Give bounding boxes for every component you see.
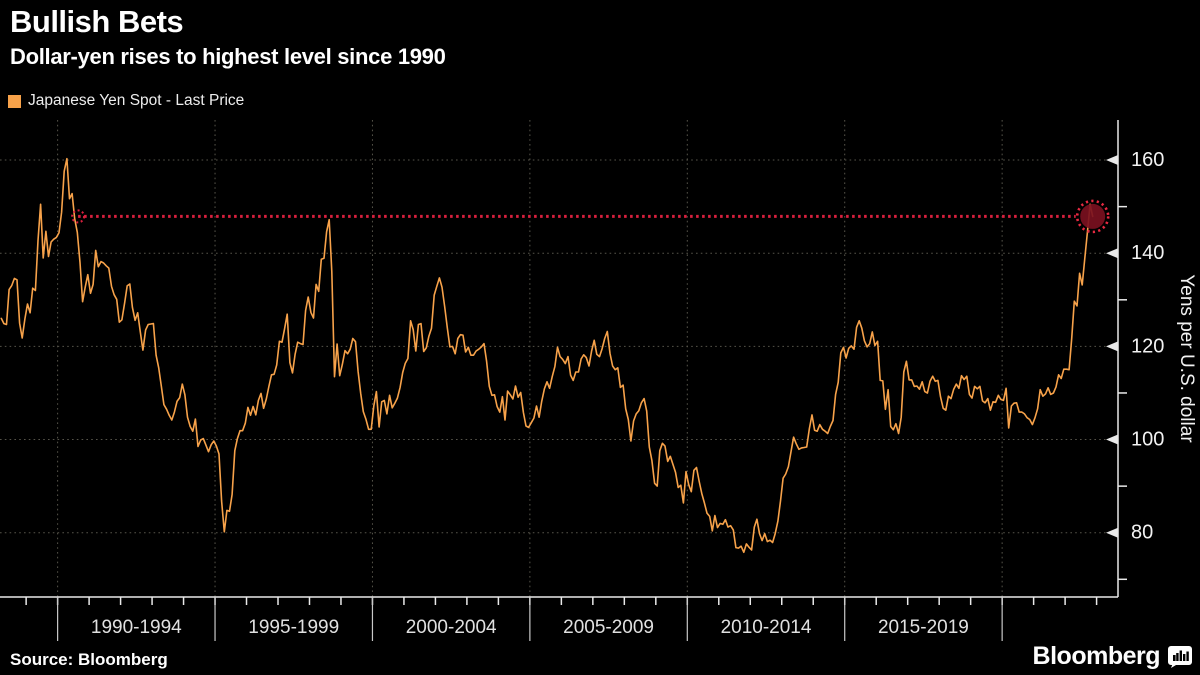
source-credit: Source: Bloomberg [10, 650, 168, 669]
legend: Japanese Yen Spot - Last Price [8, 92, 244, 110]
y-major-tick [1106, 527, 1118, 538]
reference-line-start-ring [71, 209, 86, 224]
page-title: Bullish Bets [10, 4, 184, 39]
y-major-tick [1106, 155, 1118, 166]
legend-label: Japanese Yen Spot - Last Price [28, 92, 245, 109]
x-period-label: 1995-1999 [248, 617, 339, 638]
latest-point-marker-ring [1075, 199, 1110, 234]
bloomberg-brand: Bloomberg [1033, 642, 1192, 671]
latest-point-marker-fill [1080, 203, 1106, 229]
price-line [0, 157, 1094, 554]
page-subtitle: Dollar-yen rises to highest level since … [10, 44, 446, 69]
y-tick-label: 160 [1131, 149, 1164, 171]
x-period-label: 2015-2019 [878, 617, 969, 638]
x-period-label: 2000-2004 [406, 617, 497, 638]
y-tick-label: 140 [1131, 242, 1164, 264]
y-axis-title: Yens per U.S. dollar [1176, 274, 1197, 443]
y-major-tick [1106, 341, 1118, 352]
y-tick-label: 80 [1131, 522, 1153, 544]
y-tick-label: 100 [1131, 429, 1164, 451]
bloomberg-chart-icon [1168, 645, 1192, 668]
x-period-label: 2010-2014 [721, 617, 812, 638]
y-tick-label: 120 [1131, 335, 1164, 357]
x-period-label: 2005-2009 [563, 617, 654, 638]
x-period-label: 1990-1994 [91, 617, 182, 638]
y-major-tick [1106, 434, 1118, 445]
legend-swatch [8, 94, 21, 108]
bloomberg-wordmark: Bloomberg [1032, 642, 1161, 670]
y-major-tick [1106, 248, 1118, 259]
